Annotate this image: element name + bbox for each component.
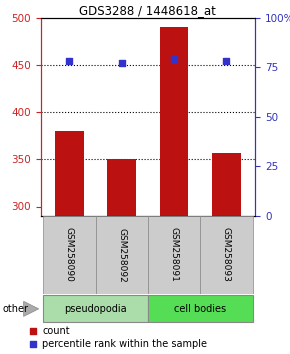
Text: GSM258092: GSM258092	[117, 228, 126, 282]
Text: GSM258091: GSM258091	[170, 227, 179, 282]
Point	[224, 58, 229, 64]
Bar	[43, 295, 148, 322]
Bar	[43, 216, 96, 294]
Text: count: count	[42, 326, 70, 336]
Polygon shape	[24, 301, 39, 316]
Text: percentile rank within the sample: percentile rank within the sample	[42, 339, 207, 349]
Point	[31, 328, 35, 333]
Bar	[107, 159, 136, 216]
Point	[31, 341, 35, 347]
Bar	[55, 131, 84, 216]
Point	[172, 57, 176, 62]
Point	[67, 58, 72, 64]
Text: cell bodies: cell bodies	[174, 304, 226, 314]
Text: GSM258093: GSM258093	[222, 227, 231, 282]
Text: other: other	[3, 304, 29, 314]
Point	[119, 61, 124, 66]
Text: pseudopodia: pseudopodia	[64, 304, 127, 314]
Bar	[160, 27, 188, 216]
Title: GDS3288 / 1448618_at: GDS3288 / 1448618_at	[79, 4, 216, 17]
Bar	[148, 295, 253, 322]
Bar	[148, 216, 200, 294]
Text: GSM258090: GSM258090	[65, 227, 74, 282]
Bar	[212, 153, 241, 216]
Bar	[96, 216, 148, 294]
Bar	[200, 216, 253, 294]
